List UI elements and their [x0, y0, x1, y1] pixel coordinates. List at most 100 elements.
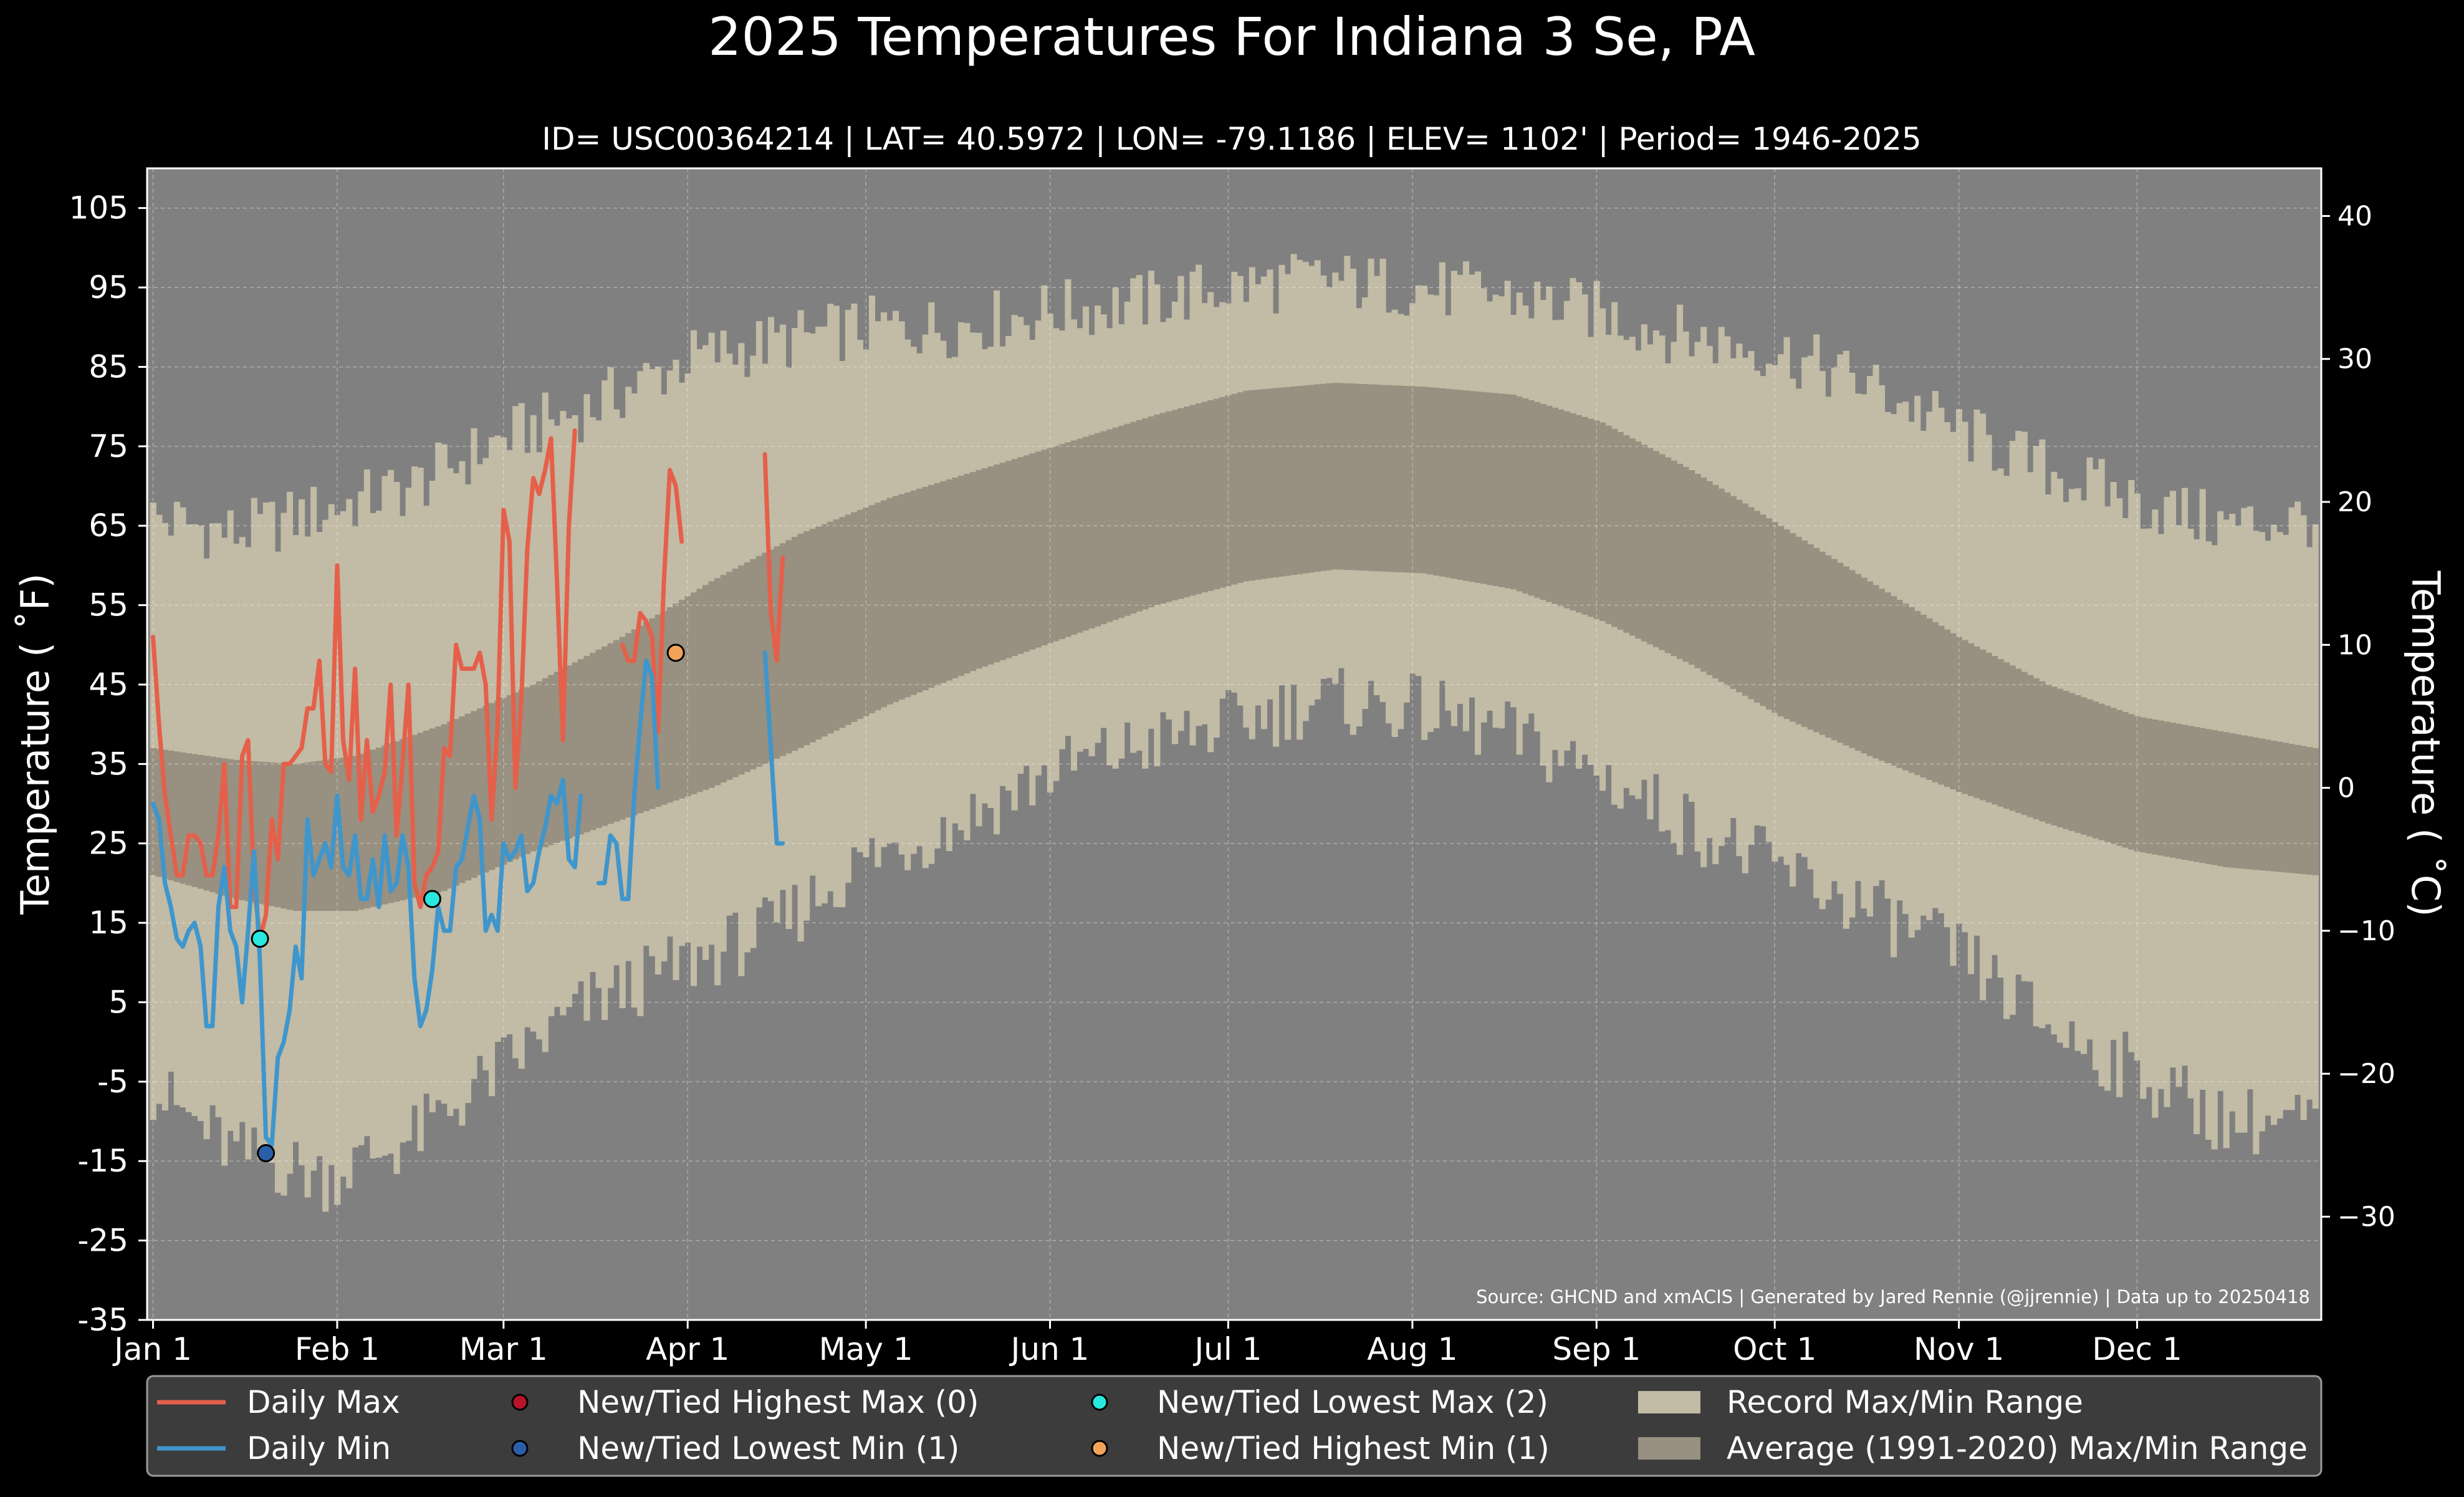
- average-range-bar: [815, 526, 822, 739]
- average-range-bar: [999, 463, 1006, 660]
- average-range-bar: [542, 678, 549, 847]
- average-range-bar: [1308, 385, 1315, 573]
- average-range-bar: [1255, 389, 1262, 580]
- average-range-bar: [233, 759, 240, 899]
- average-range-bar: [1849, 570, 1856, 748]
- average-range-bar: [827, 521, 834, 734]
- average-range-bar: [1611, 428, 1618, 627]
- average-range-bar: [1938, 625, 1945, 785]
- average-range-bar: [1647, 448, 1654, 645]
- average-range-bar: [2270, 740, 2278, 872]
- daily-series: [151, 428, 785, 1148]
- average-range-bar: [1962, 640, 1968, 794]
- average-range-bar: [809, 529, 816, 743]
- average-range-bar: [1047, 448, 1053, 643]
- average-range-bar: [554, 671, 560, 843]
- average-range-bar: [1474, 391, 1482, 583]
- average-range-bar: [1516, 397, 1523, 592]
- average-range-bar: [2312, 748, 2319, 875]
- average-range-bar: [750, 559, 757, 769]
- average-range-bar: [245, 761, 252, 902]
- average-range-bar: [501, 698, 507, 865]
- average-range-bar: [565, 665, 572, 839]
- average-range-bar: [1617, 431, 1624, 630]
- record-marker: [257, 1144, 276, 1163]
- average-range-bar: [1992, 656, 1998, 805]
- average-range-bar: [661, 610, 668, 805]
- average-range-bar: [1522, 398, 1529, 594]
- average-range-bar: [1433, 387, 1440, 576]
- average-range-bar: [1379, 385, 1386, 572]
- average-range-bar: [1837, 562, 1844, 743]
- average-range-bar: [2021, 671, 2028, 816]
- legend-swatch-marker: [511, 1440, 529, 1457]
- average-range-bar: [1095, 433, 1101, 627]
- average-range-bar: [150, 748, 156, 875]
- x-tick-label: Nov 1: [1914, 1331, 2004, 1367]
- average-range-bar: [2241, 735, 2248, 869]
- average-range-bar: [1225, 395, 1232, 587]
- average-range-bar: [2294, 744, 2301, 874]
- y-tick-label-left: 25: [89, 826, 128, 862]
- average-range-bar: [1373, 384, 1381, 572]
- average-range-bar: [1908, 607, 1915, 773]
- average-range-bar: [1534, 402, 1541, 598]
- average-range-bar: [934, 483, 941, 686]
- average-range-bar: [346, 756, 353, 911]
- average-range-bar: [684, 596, 691, 797]
- average-range-bar: [607, 643, 614, 824]
- average-range-bar: [845, 514, 851, 725]
- average-range-bar: [322, 759, 329, 911]
- y-tick-label-left: 95: [89, 269, 128, 306]
- average-range-bar: [2045, 684, 2051, 824]
- y-tick-label-right: 0: [2337, 773, 2355, 804]
- plot-frame: [146, 167, 2323, 1321]
- average-range-bar: [423, 730, 430, 895]
- average-range-bar: [2068, 693, 2076, 831]
- average-range-bar: [1712, 484, 1719, 679]
- average-range-bar: [2182, 724, 2188, 860]
- average-range-bar: [1035, 451, 1042, 648]
- average-range-bar: [2193, 726, 2200, 862]
- average-range-bar: [2288, 744, 2295, 874]
- legend-label: New/Tied Highest Max (0): [577, 1384, 979, 1420]
- average-range-bar: [173, 751, 181, 882]
- x-tick-label: Oct 1: [1733, 1331, 1816, 1367]
- record-markers: [251, 643, 685, 1163]
- record-marker: [423, 890, 441, 908]
- average-range-bar: [572, 662, 578, 837]
- average-range-bar: [1124, 423, 1131, 616]
- average-range-bar: [2246, 736, 2254, 870]
- average-range-bar: [2205, 729, 2212, 864]
- average-range-bar: [1290, 386, 1297, 575]
- average-range-bar: [589, 653, 597, 830]
- average-range-bar: [708, 581, 715, 788]
- average-range-bar: [875, 503, 881, 711]
- average-range-bar: [2015, 668, 2022, 813]
- average-range-bar: [1267, 388, 1273, 579]
- average-range-bar: [577, 659, 585, 835]
- average-range-bar: [2056, 688, 2064, 827]
- average-range-bar: [1058, 444, 1065, 639]
- average-range-bar: [1783, 529, 1790, 720]
- average-range-bar: [1742, 503, 1748, 696]
- average-range-bar: [2217, 731, 2224, 867]
- y-tick-label-left: -25: [77, 1223, 128, 1259]
- average-range-bar: [1457, 390, 1464, 580]
- average-range-bar: [1492, 393, 1499, 587]
- average-range-bar: [666, 607, 674, 803]
- y-axis-right-label: Temperature ( ˚C): [2403, 570, 2448, 917]
- average-range-bar: [1421, 387, 1428, 574]
- average-range-bar: [1843, 566, 1849, 746]
- average-range-bar: [441, 724, 448, 892]
- average-range-bar: [1980, 649, 1987, 801]
- average-range-bar: [1439, 388, 1445, 577]
- average-range-bar: [1944, 629, 1950, 787]
- average-range-bar: [1985, 653, 1992, 802]
- average-range-bar: [2199, 728, 2206, 864]
- average-range-bar: [191, 754, 198, 887]
- average-range-bar: [2229, 733, 2236, 868]
- average-range-bar: [1623, 435, 1630, 633]
- average-range-bar: [1866, 581, 1874, 756]
